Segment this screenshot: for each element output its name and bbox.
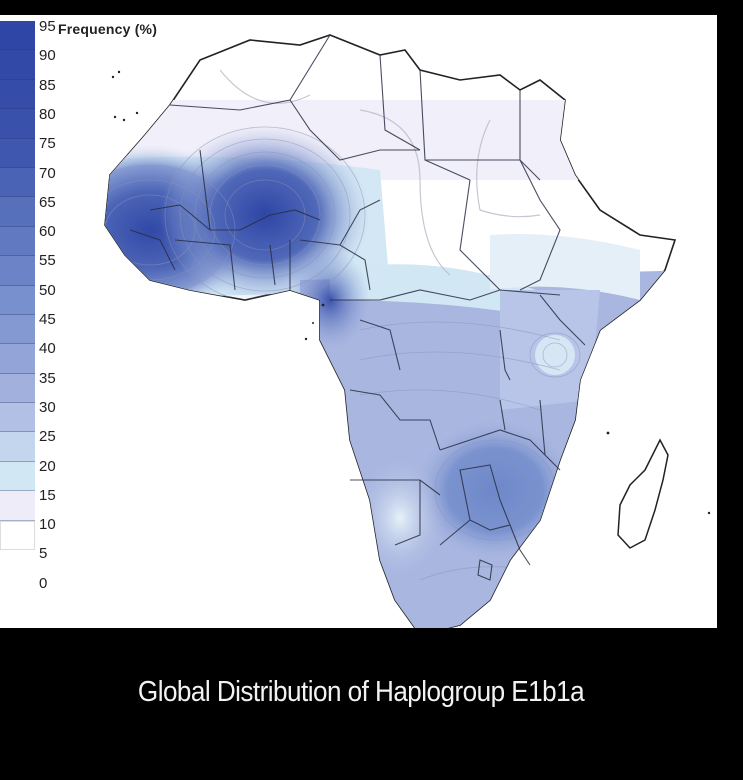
legend-tick-label: 60 — [39, 223, 56, 241]
legend-swatch — [0, 21, 35, 51]
legend-tick-label: 90 — [39, 47, 56, 65]
legend-tick-label: 70 — [39, 164, 56, 182]
legend-tick-label: 40 — [39, 340, 56, 358]
legend-swatch — [0, 167, 35, 198]
legend-tick-label: 35 — [39, 369, 56, 387]
map-caption: Global Distribution of Haplogroup E1b1a — [137, 676, 585, 708]
legend-swatch — [0, 285, 35, 315]
legend-tick-label: 45 — [39, 311, 56, 328]
legend-swatch — [0, 520, 35, 551]
legend-swatch — [0, 50, 35, 80]
legend-swatch — [0, 491, 35, 521]
legend-swatch — [0, 197, 35, 227]
legend-swatch — [0, 403, 35, 433]
caption-area: Global Distribution of Haplogroup E1b1a — [0, 628, 743, 780]
legend-tick-label: 30 — [39, 398, 56, 416]
legend-tick-label: 95 — [39, 18, 56, 35]
legend-swatch — [0, 109, 35, 139]
legend-tick-label: 50 — [39, 281, 56, 299]
legend-tick-label: 5 — [39, 545, 48, 563]
legend-tick-label: 10 — [39, 516, 56, 534]
legend-tick-label: 20 — [39, 457, 56, 475]
top-black-border — [0, 0, 743, 15]
legend-tick-label: 0 — [39, 574, 48, 592]
legend-tick-label: 80 — [39, 105, 56, 123]
legend-swatch — [0, 314, 35, 345]
legend-color-scale — [0, 21, 35, 551]
legend-swatch — [0, 344, 35, 374]
legend-tick-label: 15 — [39, 486, 56, 504]
legend-swatch — [0, 461, 35, 492]
legend-swatch — [0, 226, 35, 257]
legend-tick-label: 55 — [39, 252, 56, 270]
legend-title: Frequency (%) — [58, 21, 158, 37]
legend-tick-label: 75 — [39, 135, 56, 153]
legend-tick-label: 65 — [39, 193, 56, 211]
legend-tick-label: 85 — [39, 76, 56, 94]
legend-tick-label: 25 — [39, 428, 56, 446]
legend-swatch — [0, 138, 35, 168]
legend-swatch — [0, 79, 35, 110]
africa-map — [104, 34, 711, 628]
madagascar-outline — [617, 438, 669, 549]
legend-swatch — [0, 256, 35, 286]
legend-swatch — [0, 432, 35, 462]
map-panel: Frequency (%) 95 90 85 80 75 70 65 60 55 50 45 40 35… — [0, 15, 717, 628]
legend-swatch — [0, 373, 35, 404]
